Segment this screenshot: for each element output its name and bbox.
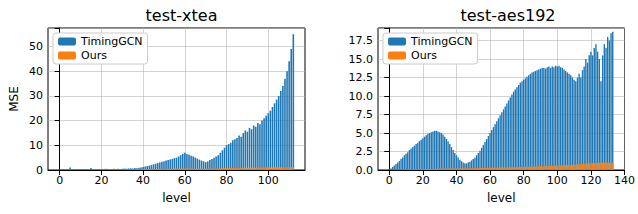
svg-text:80: 80 — [517, 174, 531, 187]
svg-text:2.5: 2.5 — [356, 145, 374, 158]
svg-text:20: 20 — [416, 174, 430, 187]
svg-text:120: 120 — [580, 174, 601, 187]
svg-text:80: 80 — [220, 174, 234, 187]
svg-text:140: 140 — [614, 174, 635, 187]
svg-text:40: 40 — [449, 174, 463, 187]
svg-text:17.5: 17.5 — [349, 34, 374, 47]
svg-text:0: 0 — [36, 164, 43, 177]
svg-text:test-aes192: test-aes192 — [460, 6, 555, 25]
svg-text:20: 20 — [29, 114, 43, 127]
svg-text:0.0: 0.0 — [356, 164, 374, 177]
svg-text:TimingGCN: TimingGCN — [410, 35, 473, 48]
svg-text:level: level — [162, 191, 191, 205]
svg-text:12.5: 12.5 — [349, 71, 374, 84]
svg-text:test-xtea: test-xtea — [146, 6, 218, 25]
svg-text:15.0: 15.0 — [349, 53, 374, 66]
svg-text:level: level — [487, 191, 516, 205]
svg-text:10.0: 10.0 — [349, 90, 374, 103]
svg-text:MSE: MSE — [7, 86, 21, 112]
svg-text:5.0: 5.0 — [356, 127, 374, 140]
svg-text:50: 50 — [29, 40, 43, 53]
svg-text:30: 30 — [29, 89, 43, 102]
svg-text:100: 100 — [547, 174, 568, 187]
svg-text:7.5: 7.5 — [356, 108, 374, 121]
svg-text:40: 40 — [29, 65, 43, 78]
svg-text:40: 40 — [136, 174, 150, 187]
svg-text:60: 60 — [178, 174, 192, 187]
svg-text:TimingGCN: TimingGCN — [80, 35, 143, 48]
svg-text:0: 0 — [386, 174, 393, 187]
svg-text:20: 20 — [94, 174, 108, 187]
svg-text:0: 0 — [56, 174, 63, 187]
svg-text:100: 100 — [258, 174, 279, 187]
svg-text:10: 10 — [29, 139, 43, 152]
svg-text:60: 60 — [483, 174, 497, 187]
svg-text:Ours: Ours — [81, 49, 107, 62]
svg-text:Ours: Ours — [411, 49, 437, 62]
